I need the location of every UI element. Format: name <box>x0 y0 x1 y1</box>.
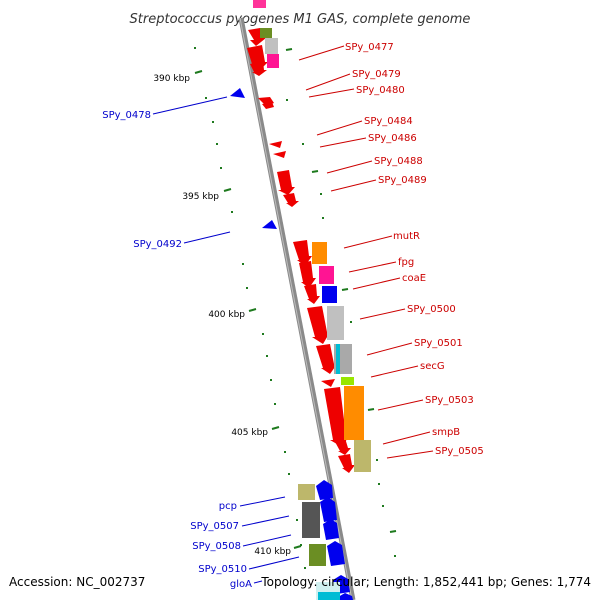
cds-arrow-0492 <box>262 220 277 229</box>
cog-box-stripe <box>336 344 340 374</box>
cds-arrow-0503 <box>324 387 349 447</box>
tick-label-395: 395 kbp <box>182 192 219 202</box>
gene-label[interactable]: SPy_0486 <box>368 133 417 144</box>
gene-label[interactable]: SPy_0489 <box>378 175 427 186</box>
gene-label[interactable]: SPy_0500 <box>407 304 456 315</box>
cds-arrow-0505 <box>338 454 355 473</box>
cds-arrow-0488 <box>277 170 295 195</box>
cds-arrow-0510 <box>327 541 345 566</box>
map-title: Streptococcus pyogenes M1 GAS, complete … <box>130 12 471 27</box>
forward-cds <box>247 28 355 473</box>
tick-label-390: 390 kbp <box>153 74 190 84</box>
cds-arrow-pcp <box>316 480 333 500</box>
category-boxes <box>253 0 371 600</box>
cog-box <box>253 0 266 8</box>
reverse-labels: SPy_0478 SPy_0492 pcp SPy_0507 SPy_0508 … <box>102 110 252 590</box>
cog-box <box>354 440 371 472</box>
cds-arrow-top <box>248 28 266 46</box>
gene-label[interactable]: SPy_0488 <box>374 156 423 167</box>
cds-arrow-fpg <box>299 261 316 288</box>
tick-marks <box>194 70 302 549</box>
cog-box <box>318 592 340 600</box>
cog-box <box>309 544 326 566</box>
gene-label[interactable]: SPy_0503 <box>425 395 474 406</box>
gene-label[interactable]: SPy_0479 <box>352 69 401 80</box>
genome-summary-text: Topology: circular; Length: 1,852,441 bp… <box>260 575 591 589</box>
cds-arrow-0507 <box>320 497 337 522</box>
cds-arrow-coaE <box>304 284 320 304</box>
reverse-cds <box>230 88 353 600</box>
cds-arrow-mutR <box>293 240 312 266</box>
cog-box <box>298 484 315 500</box>
gene-label[interactable]: secG <box>420 361 445 372</box>
forward-labels: SPy_0477 SPy_0479 SPy_0480 SPy_0484 SPy_… <box>345 42 484 457</box>
reverse-leaders <box>152 96 300 584</box>
gc-marks <box>194 47 397 569</box>
gene-label[interactable]: SPy_0492 <box>133 239 182 250</box>
cog-box <box>319 266 334 284</box>
cog-box <box>341 377 354 385</box>
cds-arrow-0501 <box>316 344 337 374</box>
cds-arrow-0508 <box>323 519 339 540</box>
accession-text: Accession: NC_002737 <box>9 575 145 589</box>
gene-label[interactable]: gloA <box>230 579 252 590</box>
gene-label[interactable]: mutR <box>393 231 420 242</box>
cds-arrow-0478 <box>230 88 245 98</box>
gene-label[interactable]: SPy_0501 <box>414 338 463 349</box>
tick-label-400: 400 kbp <box>208 310 245 320</box>
cds-arrow-0480 <box>262 102 274 109</box>
gene-label[interactable]: SPy_0505 <box>435 446 484 457</box>
cog-box <box>267 54 279 68</box>
gene-label[interactable]: SPy_0507 <box>190 521 239 532</box>
cds-arrow-smpB <box>334 438 351 455</box>
tick-label-405: 405 kbp <box>231 428 268 438</box>
cog-box <box>344 386 364 440</box>
cds-arrow-bottom <box>338 593 353 600</box>
gene-label[interactable]: coaE <box>402 273 426 284</box>
gene-label[interactable]: SPy_0477 <box>345 42 394 53</box>
gene-label[interactable]: SPy_0508 <box>192 541 241 552</box>
cog-box <box>312 242 327 264</box>
cds-arrow-0484 <box>269 141 282 148</box>
cds-arrow-0477b <box>250 61 267 76</box>
cog-box <box>260 28 272 38</box>
gene-label[interactable]: SPy_0480 <box>356 85 405 96</box>
forward-leaders <box>298 45 434 459</box>
cog-box <box>327 306 344 340</box>
cds-arrow-0500 <box>307 306 330 344</box>
cds-arrow-secG <box>321 379 335 387</box>
gene-label[interactable]: SPy_0510 <box>198 564 247 575</box>
gene-label[interactable]: SPy_0484 <box>364 116 413 127</box>
tick-label-410: 410 kbp <box>254 547 291 557</box>
cog-box <box>322 286 337 303</box>
gene-label[interactable]: SPy_0478 <box>102 110 151 121</box>
gene-label[interactable]: smpB <box>432 427 460 438</box>
cog-box <box>265 38 278 54</box>
gene-label[interactable]: fpg <box>398 257 414 268</box>
cds-arrow-0486 <box>273 151 286 158</box>
gene-label[interactable]: pcp <box>219 501 237 512</box>
cds-arrow-0489 <box>283 193 299 207</box>
cog-box <box>302 502 320 538</box>
